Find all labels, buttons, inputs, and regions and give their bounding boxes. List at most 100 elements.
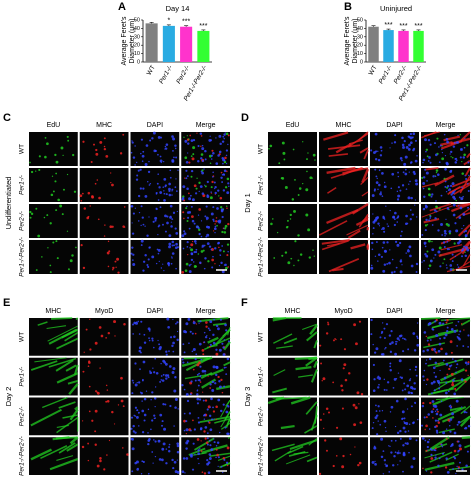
nucleus [223,339,226,341]
nucleus [207,260,210,263]
nucleus [410,391,413,394]
nucleus [222,471,224,474]
nucleus [176,190,178,192]
nucleus [378,377,382,380]
nucleus [306,170,308,173]
nucleus [217,465,219,467]
nucleus [196,393,199,396]
nucleus [437,410,439,413]
nucleus [215,418,217,421]
fiber [435,396,464,401]
nucleus [426,205,428,208]
nucleus [49,264,52,267]
micrograph [181,356,231,396]
nucleus [219,249,222,252]
nucleus [430,457,434,460]
nucleus [396,217,398,219]
nucleus [437,421,441,424]
nucleus [220,208,224,212]
nucleus [457,467,460,470]
nucleus [186,220,189,223]
nucleus [95,390,98,393]
nucleus [450,169,453,172]
nucleus [453,449,457,453]
nucleus [421,437,425,440]
nucleus [198,342,202,346]
nucleus [201,144,204,147]
nucleus [151,391,154,394]
nucleus [341,389,344,392]
nucleus [190,155,193,157]
nucleus [394,451,397,454]
nucleus [140,244,143,246]
nucleus [383,459,386,462]
fiber [197,316,229,323]
nucleus [406,384,410,388]
nucleus [186,175,189,178]
panel-letter: B [344,1,352,13]
micrograph [79,132,129,166]
nucleus [428,357,432,361]
nucleus [188,342,190,344]
micrograph-bg [79,204,129,238]
nucleus [467,334,470,337]
nucleus [425,218,428,222]
nucleus [426,378,429,381]
nucleus [198,462,200,465]
nucleus [171,458,174,462]
nucleus [29,210,32,214]
nucleus [461,227,463,230]
nucleus [334,338,336,340]
nucleus [181,198,184,201]
nucleus [376,177,378,180]
nucleus [416,154,418,157]
nucleus [134,362,137,365]
nucleus [464,137,466,140]
nucleus [435,320,437,322]
micrograph [370,437,419,475]
nucleus [437,229,440,232]
nucleus [120,376,123,380]
nucleus [293,209,296,213]
side-label: Day 1 [243,193,252,213]
nucleus [396,190,399,193]
nucleus [176,442,180,445]
nucleus [217,375,220,379]
fiber [306,456,318,463]
nucleus [119,152,123,155]
nucleus [270,222,273,226]
nucleus [99,459,102,463]
nucleus [383,181,386,184]
nucleus [383,337,386,339]
nucleus [445,362,449,366]
nucleus [203,472,207,475]
nucleus [444,466,448,469]
nucleus [55,160,59,164]
nucleus [379,154,383,157]
nucleus [172,341,175,345]
nucleus [377,375,380,378]
fiber [69,408,79,421]
fiber [227,327,231,336]
nucleus [66,135,69,138]
nucleus [221,245,224,247]
nucleus [430,453,433,456]
nucleus [436,408,439,411]
nucleus [173,460,177,464]
fiber [358,213,369,228]
micrograph-bg [319,318,368,356]
nucleus [383,185,387,189]
nucleus [380,437,384,441]
fiber [295,366,312,371]
nucleus [183,419,186,423]
nucleus [358,461,362,465]
nucleus [407,147,411,151]
nucleus [99,457,102,460]
fiber [68,383,79,395]
column-label: Merge [436,122,456,129]
fiber [466,153,471,159]
nucleus [217,154,220,157]
nucleus [218,220,221,224]
nucleus [456,465,458,468]
nucleus [212,406,214,409]
